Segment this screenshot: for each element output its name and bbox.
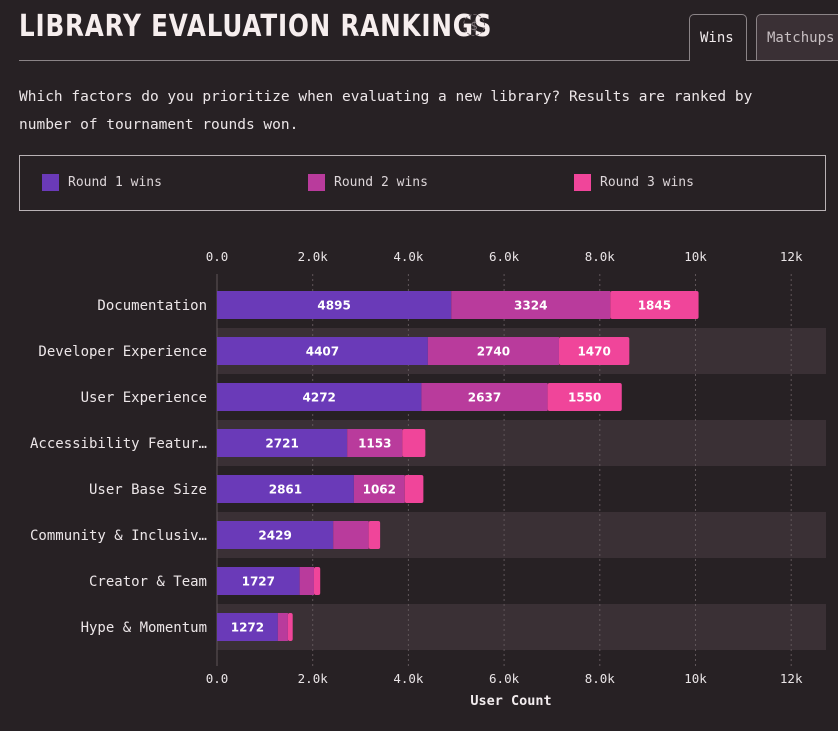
x-tick-label-bottom: 0.0 <box>206 671 229 686</box>
row-band <box>217 604 826 650</box>
legend-label-round1: Round 1 wins <box>68 175 162 190</box>
legend-item-round3[interactable]: Round 3 wins <box>574 174 694 191</box>
bar-value-label: 2721 <box>265 437 298 451</box>
x-tick-label-bottom: 12k <box>780 671 803 686</box>
category-label: Hype & Momentum <box>81 620 207 636</box>
category-label: User Experience <box>81 390 207 406</box>
bar-segment[interactable] <box>217 337 428 365</box>
category-label: Accessibility Featur… <box>30 436 207 452</box>
bar-segment[interactable] <box>421 383 548 411</box>
bar-segment[interactable] <box>217 291 452 319</box>
bar-segment[interactable] <box>333 521 369 549</box>
x-tick-label-top: 10k <box>684 249 707 264</box>
x-tick-label-top: 2.0k <box>298 249 329 264</box>
legend-swatch-round1 <box>42 174 59 191</box>
bar-segment[interactable] <box>610 291 699 319</box>
x-tick-label-bottom: 2.0k <box>298 671 329 686</box>
bar-value-label: 2740 <box>477 345 510 359</box>
bar-value-label: 1062 <box>363 483 396 497</box>
bar-value-label: 1153 <box>358 437 391 451</box>
bar-value-label: 1727 <box>242 575 275 589</box>
x-tick-label-bottom: 10k <box>684 671 707 686</box>
bar-value-label: 1845 <box>638 299 671 313</box>
bar-segment[interactable] <box>313 567 321 595</box>
x-tick-label-top: 12k <box>780 249 803 264</box>
tab-divider <box>19 60 838 61</box>
bar-segment[interactable] <box>402 429 426 457</box>
bar-segment[interactable] <box>217 567 300 595</box>
x-axis-title: User Count <box>470 693 551 709</box>
tab-wins[interactable]: Wins <box>689 14 747 61</box>
bar-segment[interactable] <box>217 521 334 549</box>
bar-segment[interactable] <box>427 337 559 365</box>
bar-value-label: 1272 <box>231 621 264 635</box>
x-tick-label-bottom: 6.0k <box>489 671 520 686</box>
legend-label-round3: Round 3 wins <box>600 175 694 190</box>
category-label: Developer Experience <box>38 344 207 360</box>
header: LIBRARY EVALUATION RANKINGS <box>19 8 596 44</box>
bar-segment[interactable] <box>451 291 611 319</box>
bar-value-label: 2429 <box>258 529 291 543</box>
x-tick-label-top: 6.0k <box>489 249 520 264</box>
bar-value-label: 1550 <box>568 391 601 405</box>
bar-segment[interactable] <box>287 613 293 641</box>
legend-item-round2[interactable]: Round 2 wins <box>308 174 428 191</box>
bar-segment[interactable] <box>558 337 630 365</box>
x-tick-label-bottom: 8.0k <box>585 671 616 686</box>
description: Which factors do you prioritize when eva… <box>19 89 753 133</box>
bar-value-label: 4895 <box>317 299 350 313</box>
bar-value-label: 2637 <box>468 391 501 405</box>
bar-value-label: 2861 <box>269 483 302 497</box>
legend-label-round2: Round 2 wins <box>334 175 428 190</box>
category-label: User Base Size <box>89 482 207 498</box>
legend-item-round1[interactable]: Round 1 wins <box>42 174 162 191</box>
bar-segment[interactable] <box>217 383 422 411</box>
tab-matchups[interactable]: Matchups <box>756 14 838 61</box>
legend: Round 1 wins Round 2 wins Round 3 wins <box>19 155 826 211</box>
x-tick-label-top: 8.0k <box>585 249 616 264</box>
bar-segment[interactable] <box>217 475 354 503</box>
bar-value-label: 4272 <box>303 391 336 405</box>
legend-swatch-round3 <box>574 174 591 191</box>
bar-segment[interactable] <box>347 429 403 457</box>
bar-segment[interactable] <box>217 613 278 641</box>
category-label: Documentation <box>97 298 207 314</box>
bar-value-label: 1470 <box>577 345 610 359</box>
dollar-icon[interactable]: $ <box>463 14 485 36</box>
bar-segment[interactable] <box>277 613 288 641</box>
bar-segment[interactable] <box>547 383 622 411</box>
x-tick-label-top: 0.0 <box>206 249 229 264</box>
bar-segment[interactable] <box>404 475 424 503</box>
page-title: LIBRARY EVALUATION RANKINGS <box>19 8 493 44</box>
bar-value-label: 4407 <box>306 345 339 359</box>
bar-segment[interactable] <box>368 521 381 549</box>
bar-segment[interactable] <box>353 475 405 503</box>
bar-segment[interactable] <box>217 429 348 457</box>
x-tick-label-bottom: 4.0k <box>393 671 424 686</box>
category-label: Community & Inclusiv… <box>30 528 207 544</box>
legend-swatch-round2 <box>308 174 325 191</box>
x-tick-label-top: 4.0k <box>393 249 424 264</box>
category-label: Creator & Team <box>89 574 207 590</box>
bar-value-label: 3324 <box>514 299 547 313</box>
bar-segment[interactable] <box>299 567 314 595</box>
